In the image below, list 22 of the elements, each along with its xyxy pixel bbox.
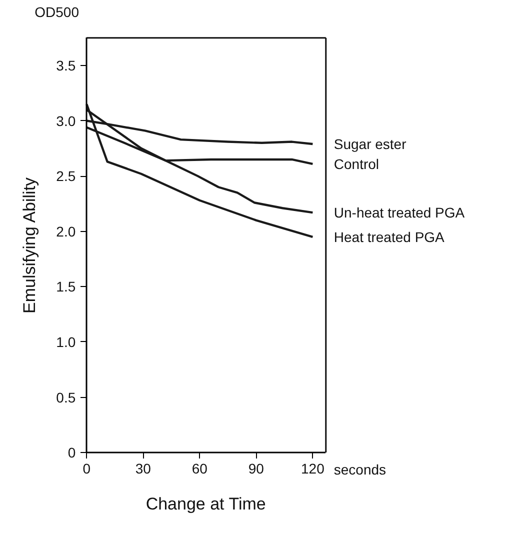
y-tick-label: 0	[68, 444, 76, 461]
series-label: Un-heat treated PGA	[334, 204, 466, 221]
y-tick-label: 1.5	[56, 278, 76, 295]
line-series	[86, 103, 314, 238]
text: OD500	[34, 4, 80, 20]
x-tick-label: 90	[248, 460, 264, 477]
series-label: Heat treated PGA	[334, 228, 446, 245]
x-tick-label: 120	[301, 460, 325, 477]
y-tick-label: 3.5	[56, 57, 76, 74]
y-tick-label: 1.0	[56, 334, 76, 350]
x-axis-title: Change at Time	[146, 494, 266, 514]
x-tick-label: 0	[82, 460, 91, 477]
y-axis-title: Emulsifying Ability	[20, 176, 40, 314]
y-tick-label: 2.0	[56, 223, 76, 240]
series-label: Sugar ester	[334, 136, 407, 152]
series-label: Control	[334, 156, 380, 172]
y-tick-label: 3.0	[56, 112, 76, 129]
y-tick-label: 2.5	[56, 168, 76, 184]
y-tick-label: 0.5	[56, 389, 76, 406]
text: seconds	[334, 462, 386, 478]
x-tick-label: 30	[135, 460, 152, 477]
x-tick-label: 60	[192, 460, 208, 477]
